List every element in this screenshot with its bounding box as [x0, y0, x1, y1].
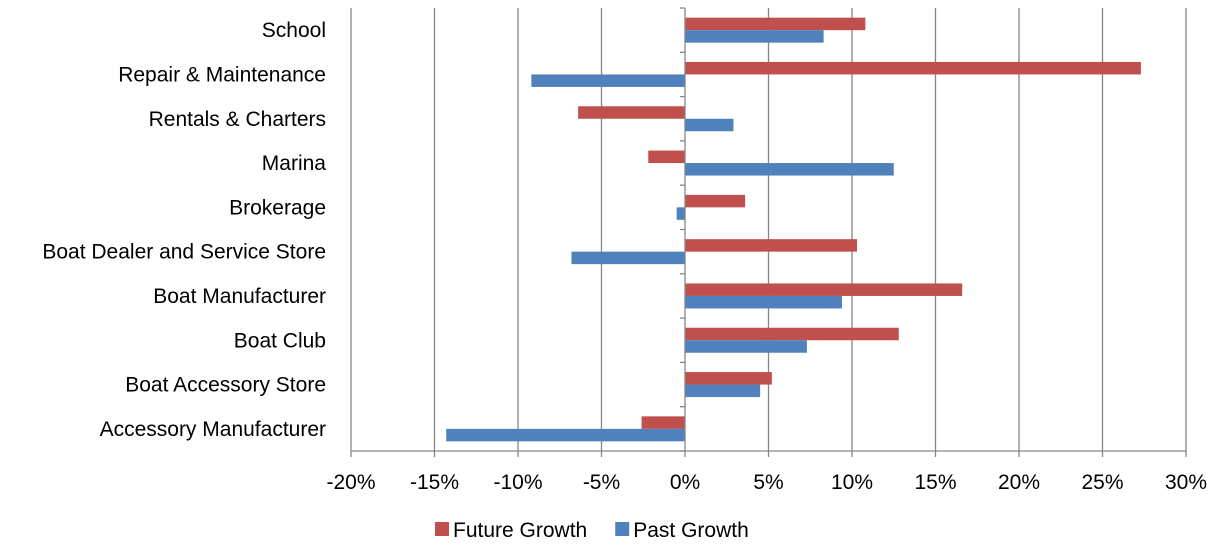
x-tick-label: 10%	[831, 471, 873, 494]
future-growth-bar	[685, 283, 963, 296]
past-growth-bar	[446, 428, 685, 442]
past-growth-bar	[676, 207, 685, 220]
x-tick-label: 15%	[914, 471, 956, 494]
legend-label: Past Growth	[633, 519, 749, 542]
category-label: School	[262, 19, 326, 42]
category-label: Boat Accessory Store	[125, 374, 326, 397]
future-growth-bar	[685, 194, 746, 208]
x-tick-label: 0%	[670, 471, 700, 494]
future-growth-bar	[648, 150, 685, 164]
x-tick-label: 20%	[998, 471, 1040, 494]
category-label: Rentals & Charters	[149, 108, 326, 131]
x-tick-label: -15%	[410, 471, 459, 494]
future-growth-bar	[685, 239, 858, 252]
past-growth-bar	[685, 384, 761, 398]
category-label: Repair & Maintenance	[118, 63, 326, 86]
x-tick-label: -20%	[326, 471, 375, 494]
past-growth-bar	[685, 340, 807, 353]
future-growth-bar	[685, 327, 899, 341]
axis-layer	[350, 7, 1187, 457]
future-growth-bar	[685, 17, 866, 31]
category-label: Marina	[262, 152, 327, 175]
past-growth-bar	[685, 295, 842, 309]
x-tick-label: -5%	[583, 471, 620, 494]
past-growth-bar	[685, 163, 894, 176]
past-growth-bar	[685, 118, 734, 132]
labels-layer: -20% -15% -10% -5% 0% 5% 10% 15% 20% 25% 30% School…	[42, 19, 1207, 494]
past-growth-bar	[685, 30, 824, 43]
future-growth-bar	[685, 61, 1141, 75]
category-label: Boat Club	[234, 329, 326, 352]
future-growth-bar	[641, 416, 685, 429]
past-growth-bar	[531, 74, 685, 87]
future-growth-bar	[578, 106, 685, 119]
x-tick-label: -10%	[493, 471, 542, 494]
legend-swatch	[435, 522, 449, 536]
x-tick-label: 30%	[1165, 471, 1207, 494]
x-tick-label: 25%	[1081, 471, 1123, 494]
legend-label: Future Growth	[453, 519, 587, 542]
x-tick-label: 5%	[753, 471, 783, 494]
category-label: Boat Dealer and Service Store	[42, 241, 326, 264]
category-label: Accessory Manufacturer	[100, 418, 326, 441]
category-label: Brokerage	[229, 196, 326, 219]
legend: Future Growth Past Growth	[435, 519, 749, 542]
bars-layer	[446, 17, 1141, 442]
category-label: Boat Manufacturer	[153, 285, 326, 308]
past-growth-bar	[571, 251, 685, 265]
future-growth-bar	[685, 372, 772, 385]
legend-swatch	[615, 522, 630, 536]
